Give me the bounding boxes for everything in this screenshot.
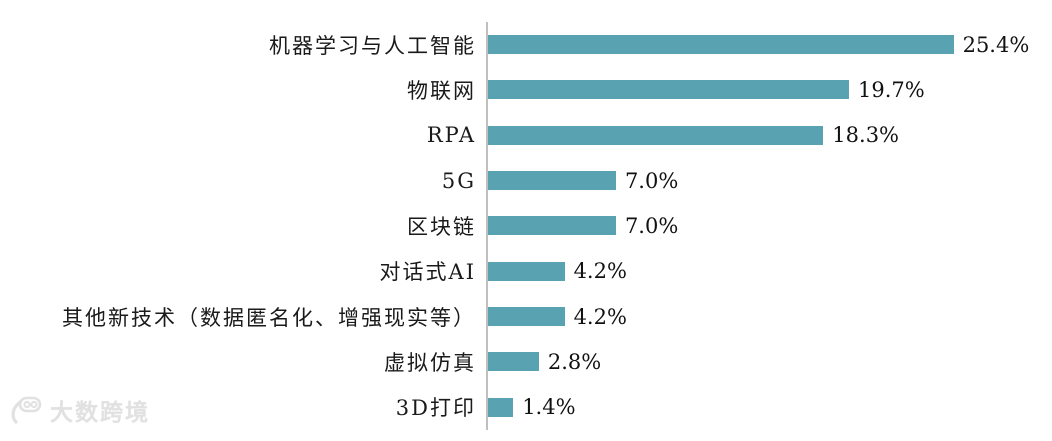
bar bbox=[487, 35, 954, 55]
chart-row: 其他新技术（数据匿名化、增强现实等） 4.2% bbox=[0, 294, 1052, 339]
bar bbox=[487, 352, 539, 372]
value-label: 4.2% bbox=[573, 304, 627, 329]
bar bbox=[487, 307, 565, 327]
y-axis-line bbox=[486, 22, 488, 430]
category-label: 机器学习与人工智能 bbox=[269, 33, 476, 58]
value-label: 4.2% bbox=[573, 259, 627, 284]
chart-row: 机器学习与人工智能 25.4% bbox=[0, 22, 1052, 67]
bar bbox=[487, 125, 824, 145]
value-label: 2.8% bbox=[547, 349, 602, 374]
bar bbox=[487, 261, 565, 281]
chart-row: 虚拟仿真 2.8% bbox=[0, 339, 1052, 384]
bar bbox=[487, 397, 514, 417]
category-label: 3D打印 bbox=[395, 396, 476, 421]
category-label: 5G bbox=[441, 168, 476, 193]
chart-row: 物联网 19.7% bbox=[0, 67, 1052, 112]
chart-row: RPA 18.3% bbox=[0, 113, 1052, 158]
category-label: 其他新技术（数据匿名化、增强现实等） bbox=[62, 305, 476, 330]
value-label: 1.4% bbox=[522, 395, 576, 420]
value-label: 18.3% bbox=[832, 123, 900, 148]
bar bbox=[487, 216, 616, 236]
bar bbox=[487, 80, 849, 100]
value-label: 25.4% bbox=[962, 32, 1030, 57]
value-label: 7.0% bbox=[624, 168, 679, 193]
category-label: 物联网 bbox=[407, 78, 476, 103]
chart-row: 对话式AI 4.2% bbox=[0, 249, 1052, 294]
category-label: RPA bbox=[426, 123, 476, 148]
chart-row: 5G 7.0% bbox=[0, 158, 1052, 203]
category-label: 对话式AI bbox=[379, 260, 476, 285]
category-label: 区块链 bbox=[407, 214, 476, 239]
bar bbox=[487, 171, 616, 191]
chart-row: 3D打印 1.4% bbox=[0, 385, 1052, 430]
value-label: 19.7% bbox=[857, 77, 925, 102]
chart-row: 区块链 7.0% bbox=[0, 203, 1052, 248]
category-label: 虚拟仿真 bbox=[384, 350, 476, 375]
value-label: 7.0% bbox=[624, 213, 679, 238]
chart-rows: 机器学习与人工智能 25.4% 物联网 19.7% RPA 18.3% 5G 7.0% 区块链 7… bbox=[0, 22, 1052, 430]
